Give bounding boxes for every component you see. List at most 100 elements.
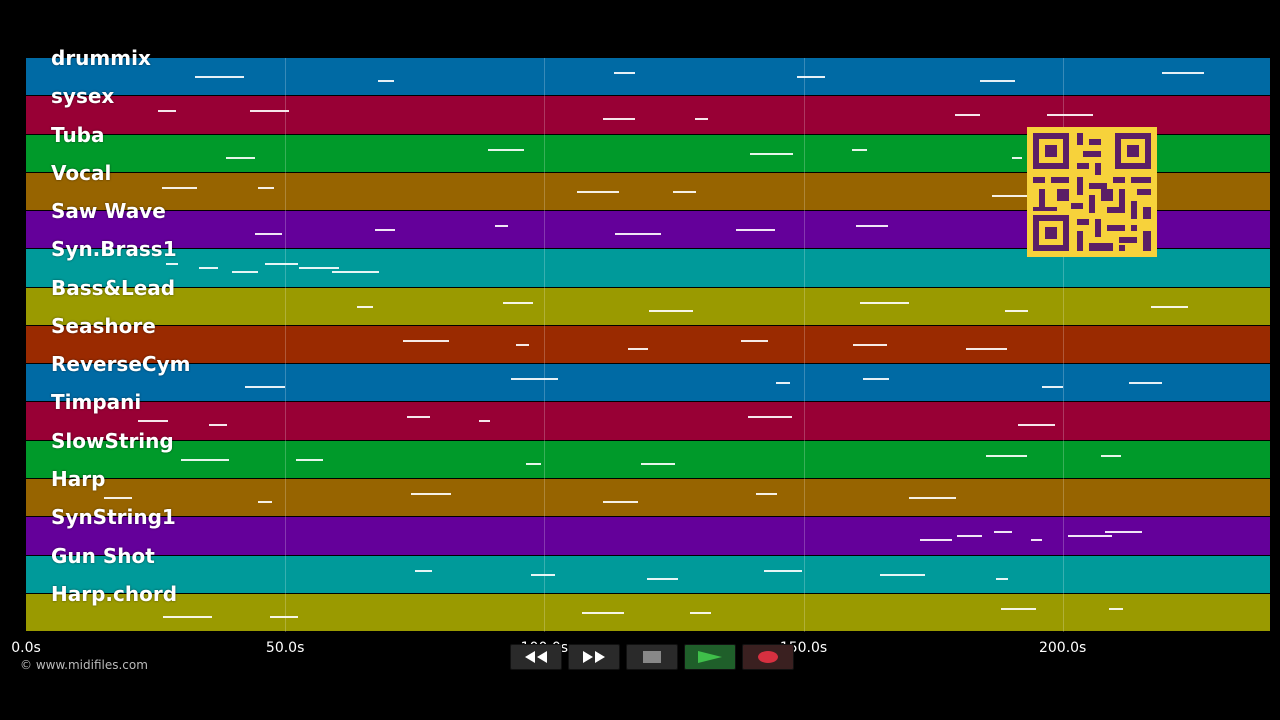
note-mark — [909, 496, 957, 499]
note-mark — [614, 72, 636, 74]
track-label: Tuba — [51, 122, 105, 147]
note-mark — [487, 148, 524, 151]
stop-icon — [643, 651, 661, 663]
record-icon — [758, 651, 778, 663]
track-label: SynString1 — [51, 505, 176, 530]
note-mark — [331, 271, 379, 274]
note-mark — [748, 416, 793, 419]
note-mark — [992, 194, 1042, 197]
note-mark — [1042, 386, 1064, 389]
note-mark — [1030, 539, 1042, 542]
time-tick-label: 200.0s — [1038, 640, 1087, 656]
note-mark — [1101, 454, 1121, 457]
note-mark — [986, 454, 1027, 457]
note-mark — [647, 577, 679, 580]
note-mark — [1150, 305, 1188, 308]
fast-forward-icon — [583, 651, 605, 663]
note-mark — [859, 301, 909, 304]
note-mark — [531, 573, 556, 576]
note-mark — [270, 615, 299, 618]
note-mark — [232, 271, 259, 274]
note-mark — [582, 611, 625, 614]
note-mark — [478, 420, 490, 423]
note-mark — [853, 343, 888, 346]
note-mark — [1017, 424, 1055, 427]
note-mark — [1104, 531, 1142, 534]
note-mark — [979, 80, 1015, 82]
time-tick-label: 0.0s — [11, 640, 41, 656]
note-mark — [577, 190, 620, 193]
note-mark — [763, 569, 802, 572]
fast-forward-button[interactable] — [568, 644, 620, 670]
note-mark — [689, 611, 711, 614]
note-mark — [648, 309, 693, 312]
note-mark — [225, 156, 255, 159]
note-mark — [257, 500, 272, 503]
track-label: Syn.Brass1 — [51, 237, 177, 262]
track-label: Seashore — [51, 313, 156, 338]
note-mark — [104, 496, 133, 499]
note-mark — [956, 535, 982, 538]
note-mark — [1129, 382, 1163, 385]
track-label: ReverseCym — [51, 352, 191, 377]
record-button[interactable] — [742, 644, 794, 670]
note-mark — [756, 492, 777, 495]
track-label: Saw Wave — [51, 199, 166, 224]
track-row — [26, 402, 1270, 441]
note-mark — [209, 424, 228, 427]
note-mark — [163, 615, 213, 618]
note-mark — [250, 110, 289, 113]
note-mark — [165, 263, 178, 266]
rewind-button[interactable] — [510, 644, 562, 670]
note-mark — [375, 229, 396, 232]
note-mark — [161, 186, 197, 189]
note-mark — [615, 233, 662, 236]
note-mark — [919, 539, 952, 542]
note-mark — [403, 339, 450, 342]
note-mark — [526, 462, 541, 465]
track-label: Vocal — [51, 160, 112, 185]
note-mark — [776, 382, 791, 385]
copyright-notice: © www.midifiles.com — [20, 658, 148, 672]
gridline — [285, 58, 287, 632]
note-mark — [855, 225, 888, 228]
note-mark — [1067, 535, 1112, 538]
time-tick-label: 50.0s — [265, 640, 305, 656]
note-mark — [749, 152, 793, 155]
note-mark — [602, 500, 638, 503]
note-mark — [495, 225, 509, 228]
track-row — [26, 593, 1270, 633]
note-mark — [407, 416, 431, 419]
note-mark — [257, 186, 274, 189]
note-mark — [1001, 607, 1037, 610]
note-mark — [796, 76, 825, 78]
note-mark — [357, 305, 374, 308]
note-mark — [641, 462, 675, 465]
note-mark — [965, 347, 1007, 350]
note-mark — [955, 114, 981, 117]
note-mark — [694, 118, 708, 121]
note-mark — [1005, 309, 1029, 312]
note-mark — [265, 263, 299, 266]
track-label: sysex — [51, 84, 115, 109]
note-mark — [137, 420, 168, 423]
track-label: Timpani — [51, 390, 142, 415]
note-mark — [602, 118, 635, 121]
note-mark — [515, 343, 529, 346]
play-button[interactable] — [684, 644, 736, 670]
stop-button[interactable] — [626, 644, 678, 670]
note-mark — [503, 301, 533, 304]
note-mark — [993, 531, 1012, 534]
track-row — [26, 58, 1270, 97]
track-label: Harp — [51, 466, 106, 491]
note-mark — [158, 110, 176, 113]
gridline — [544, 58, 546, 632]
rewind-icon — [525, 651, 547, 663]
note-mark — [996, 577, 1009, 580]
note-mark — [411, 492, 451, 495]
note-mark — [255, 233, 283, 236]
track-row — [26, 440, 1270, 479]
track-row — [26, 325, 1270, 365]
note-mark — [510, 378, 558, 381]
track-row — [26, 478, 1270, 518]
